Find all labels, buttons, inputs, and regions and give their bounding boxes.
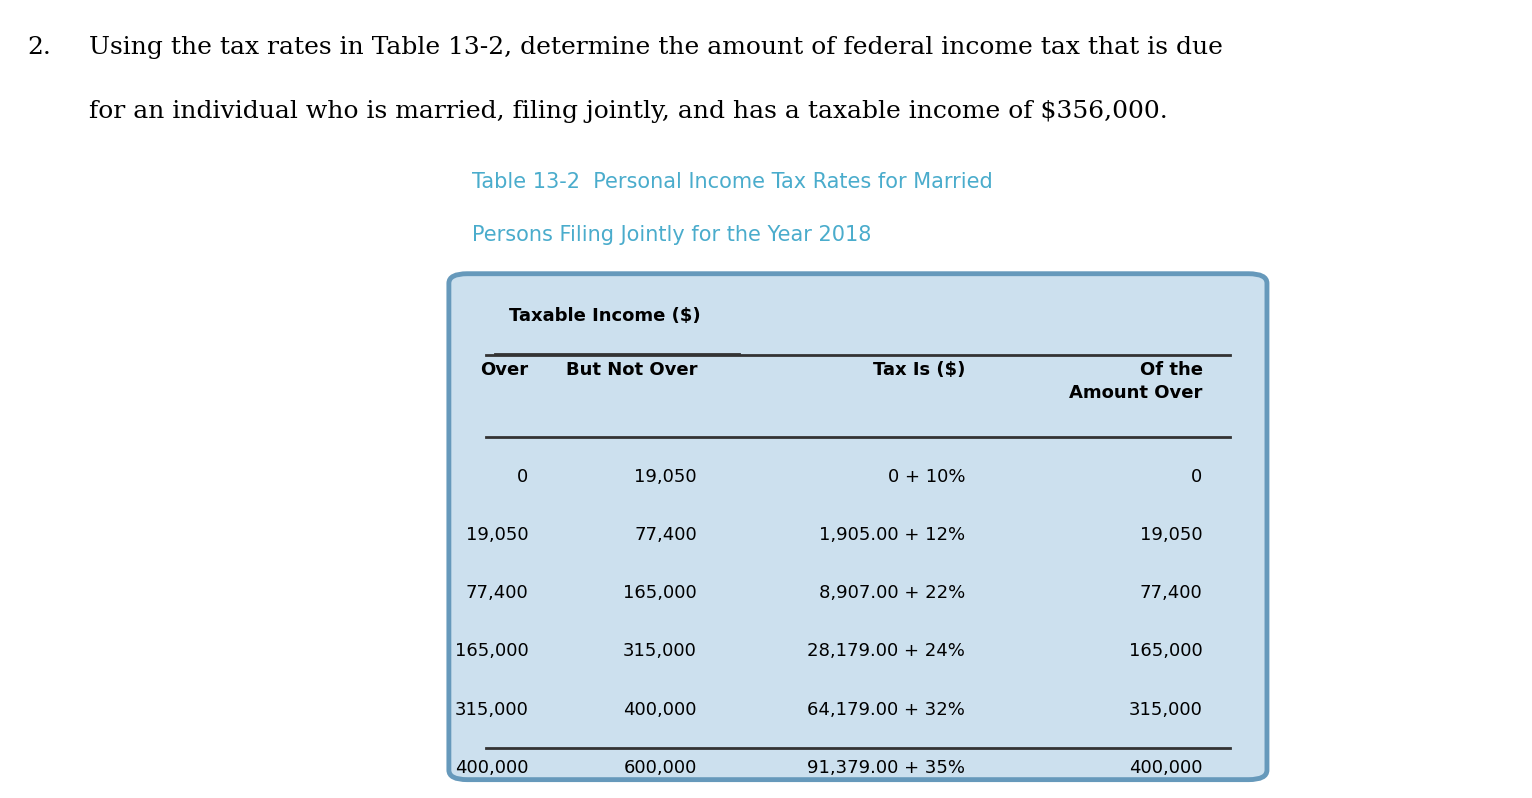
Text: 19,050: 19,050 [466,526,529,544]
Text: 1,905.00 + 12%: 1,905.00 + 12% [820,526,965,544]
Text: 165,000: 165,000 [1129,642,1203,661]
Text: 64,179.00 + 32%: 64,179.00 + 32% [807,701,965,719]
Text: But Not Over: But Not Over [565,361,697,380]
Text: 19,050: 19,050 [1140,526,1203,544]
Text: 165,000: 165,000 [455,642,529,661]
Text: 400,000: 400,000 [1129,759,1203,777]
Text: Persons Filing Jointly for the Year 2018: Persons Filing Jointly for the Year 2018 [472,225,872,245]
Text: Tax Is ($): Tax Is ($) [873,361,965,380]
Text: for an individual who is married, filing jointly, and has a taxable income of $3: for an individual who is married, filing… [89,100,1167,123]
Text: Over: Over [481,361,529,380]
Text: 0: 0 [1192,468,1203,486]
Text: Taxable Income ($): Taxable Income ($) [509,307,702,326]
Text: 165,000: 165,000 [624,584,697,602]
Text: 77,400: 77,400 [634,526,697,544]
Text: 28,179.00 + 24%: 28,179.00 + 24% [807,642,965,661]
Text: Using the tax rates in Table 13-2, determine the amount of federal income tax th: Using the tax rates in Table 13-2, deter… [89,36,1223,59]
Text: 315,000: 315,000 [455,701,529,719]
FancyBboxPatch shape [449,274,1267,780]
Text: Table 13-2  Personal Income Tax Rates for Married: Table 13-2 Personal Income Tax Rates for… [472,172,993,192]
Text: 400,000: 400,000 [455,759,529,777]
Text: 8,907.00 + 22%: 8,907.00 + 22% [820,584,965,602]
Text: Of the
Amount Over: Of the Amount Over [1069,361,1203,401]
Text: 91,379.00 + 35%: 91,379.00 + 35% [807,759,965,777]
Text: 315,000: 315,000 [624,642,697,661]
Text: 0 + 10%: 0 + 10% [887,468,965,486]
Text: 77,400: 77,400 [466,584,529,602]
Text: 0: 0 [518,468,529,486]
Text: 2.: 2. [28,36,52,59]
Text: 600,000: 600,000 [624,759,697,777]
Text: 77,400: 77,400 [1140,584,1203,602]
Text: 315,000: 315,000 [1129,701,1203,719]
Text: 400,000: 400,000 [624,701,697,719]
Text: 19,050: 19,050 [634,468,697,486]
